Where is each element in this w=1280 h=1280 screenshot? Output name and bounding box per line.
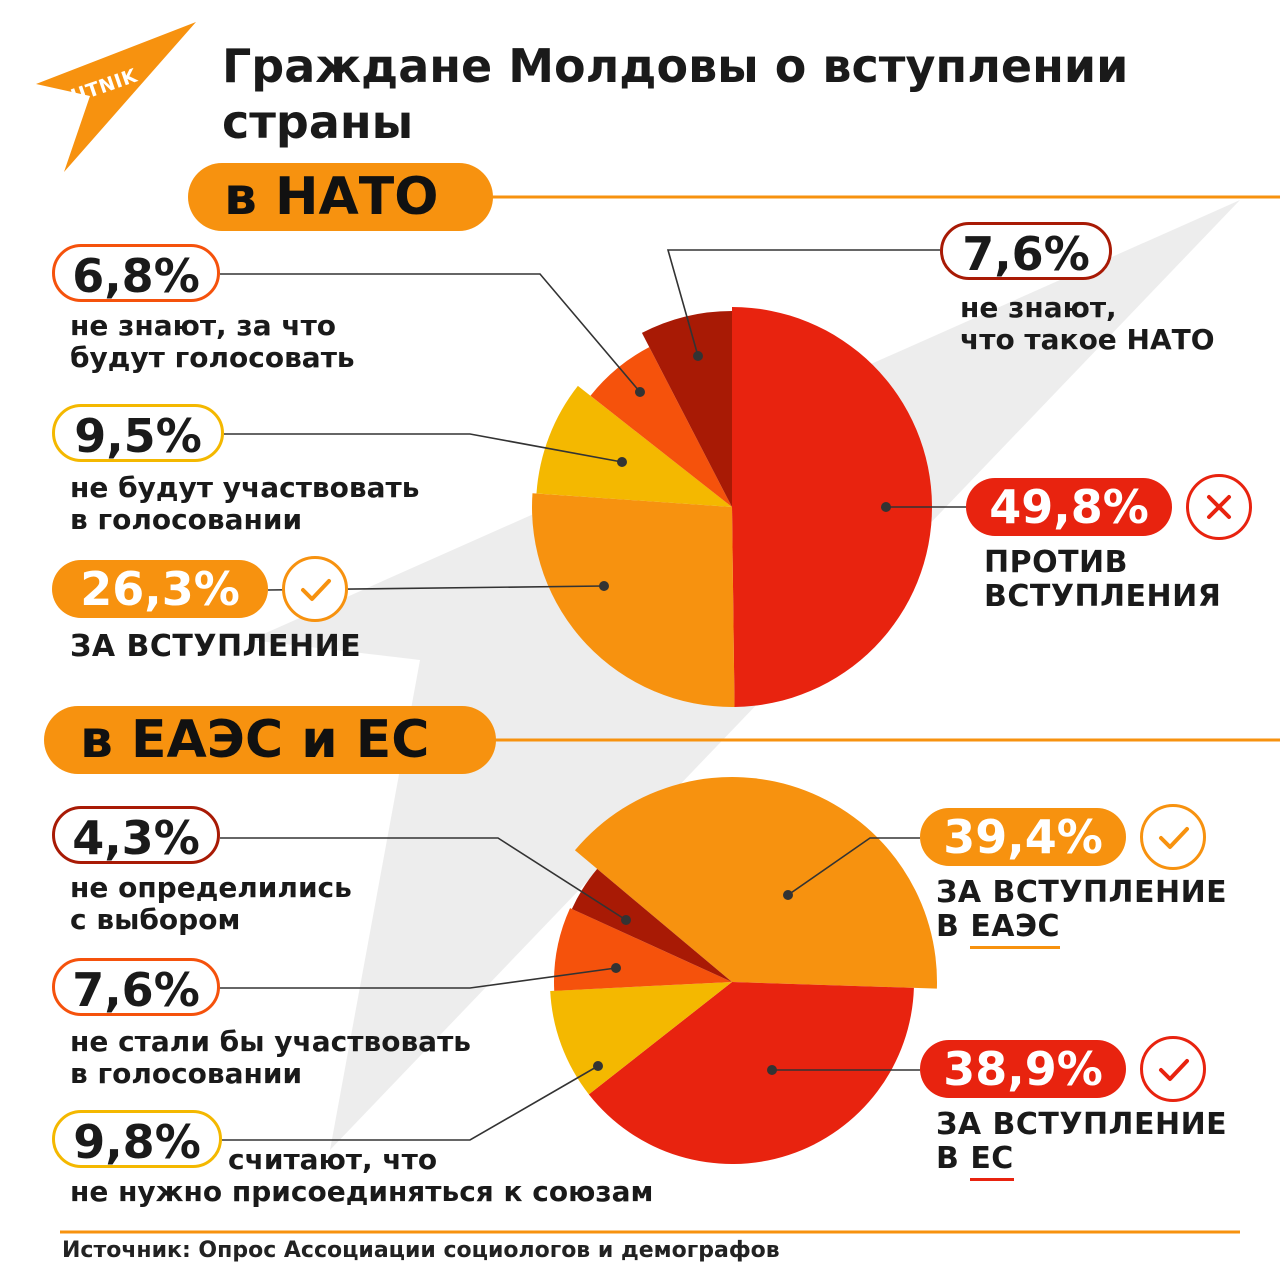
nato-no-participate-label-1: не будут участвовать: [70, 471, 420, 504]
eaeu-for-label-1: ЗА ВСТУПЛЕНИЕ: [936, 875, 1228, 910]
eaeu-pie-chart: [550, 777, 937, 1164]
eaeu-leader-lines: [200, 837, 920, 1141]
pie-slice: [588, 982, 914, 1164]
pie-slice: [571, 868, 732, 982]
nato-no-participate-badge: 9,5%: [52, 404, 224, 463]
eaeu-leader-dots: [593, 890, 793, 1075]
pie-slice: [574, 777, 937, 989]
nato-against-badge: 49,8%: [966, 478, 1172, 536]
nato-unknown-nato-badge: 7,6%: [940, 222, 1112, 281]
eu-for-label-2: В ЕС: [936, 1141, 1014, 1181]
sputnik-logo: SPUTNIK: [28, 22, 198, 172]
pie-slice: [532, 493, 735, 707]
nato-against-cross-icon: [1186, 474, 1252, 540]
eaeu-for-label-union: ЕАЭС: [970, 909, 1061, 949]
eaeu-no-union-label-2: не нужно присоединяться к союзам: [70, 1175, 654, 1208]
eu-for-label-union: ЕС: [970, 1141, 1014, 1181]
nato-leader-dots: [599, 351, 891, 591]
sputnik-logo-shape: [36, 22, 196, 172]
nato-section-heading: в НАТО: [188, 163, 493, 231]
pie-slice: [590, 347, 732, 507]
eaeu-undecided-label-1: не определились: [70, 871, 352, 904]
eaeu-undecided-label-2: с выбором: [70, 903, 241, 936]
nato-for-label: ЗА ВСТУПЛЕНИЕ: [70, 629, 362, 664]
nato-against-label-2: ВСТУПЛЕНИЯ: [984, 579, 1222, 614]
nato-for-check-icon: [282, 556, 348, 622]
nato-against-label-1: ПРОТИВ: [984, 545, 1129, 580]
eaeu-for-badge: 39,4%: [920, 808, 1126, 866]
nato-no-participate-label-2: в голосовании: [70, 503, 303, 536]
pie-slice: [641, 311, 732, 507]
nato-leader-lines: [220, 249, 970, 591]
eaeu-for-label-prefix: В: [936, 909, 971, 944]
eu-for-badge: 38,9%: [920, 1040, 1126, 1098]
eu-for-check-icon: [1140, 1036, 1206, 1102]
eaeu-section-heading: в ЕАЭС и ЕС: [44, 706, 496, 774]
page-title: Граждане Молдовы о вступлении страны: [222, 39, 1129, 149]
eaeu-no-union-badge: 9,8%: [52, 1110, 222, 1169]
eaeu-undecided-badge: 4,3%: [52, 806, 220, 865]
nato-for-badge: 26,3%: [52, 560, 268, 618]
nato-unknown-what-label-1: не знают, за что: [70, 309, 337, 342]
pie-slice: [536, 385, 732, 507]
nato-unknown-what-badge: 6,8%: [52, 244, 220, 303]
eaeu-no-participate-label-1: не стали бы участвовать: [70, 1025, 471, 1058]
nato-pie-chart: [532, 307, 932, 707]
nato-unknown-nato-label-1: не знают,: [960, 291, 1117, 324]
eu-for-label-prefix: В: [936, 1141, 971, 1176]
eu-for-label-1: ЗА ВСТУПЛЕНИЕ: [936, 1107, 1228, 1142]
nato-unknown-what-label-2: будут голосовать: [70, 341, 355, 374]
eaeu-no-participate-badge: 7,6%: [52, 958, 220, 1017]
source-note: Источник: Опрос Ассоциации социологов и …: [62, 1238, 780, 1263]
eaeu-no-union-label-1: считают, что: [228, 1143, 438, 1176]
pie-slice: [732, 307, 932, 707]
nato-unknown-nato-label-2: что такое НАТО: [960, 323, 1215, 356]
eaeu-no-participate-label-2: в голосовании: [70, 1057, 303, 1090]
eaeu-for-check-icon: [1140, 804, 1206, 870]
eaeu-for-label-2: В ЕАЭС: [936, 909, 1061, 949]
